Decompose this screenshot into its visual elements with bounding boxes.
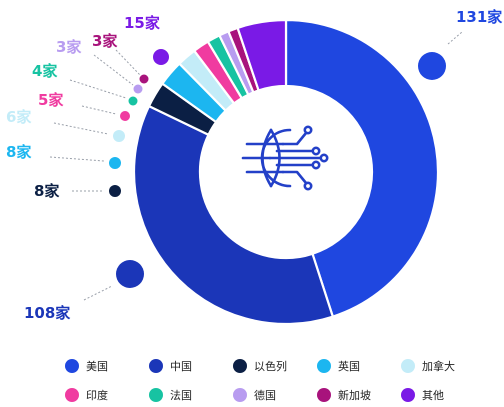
data-label-9: 15家 (124, 14, 160, 32)
data-label-6: 4家 (32, 62, 57, 80)
legend-swatch (149, 359, 163, 373)
legend-item-3: 英国 (317, 359, 360, 373)
legend-item-8: 新加坡 (317, 388, 371, 402)
legend-label: 美国 (86, 360, 108, 373)
legend-label: 加拿大 (422, 359, 455, 373)
legend-swatch (401, 359, 415, 373)
slice-1 (132, 104, 335, 326)
legend-item-6: 法国 (149, 388, 192, 402)
slice-0 (284, 18, 440, 318)
callout-marker (139, 74, 149, 84)
callout-6: 4家 (32, 62, 138, 106)
data-label-7: 3家 (56, 38, 81, 56)
data-label-5: 5家 (38, 91, 63, 109)
callout-leader (49, 156, 105, 162)
callout-0: 131家 (418, 8, 502, 80)
callout-9: 15家 (124, 14, 169, 65)
data-label-4: 6家 (6, 108, 31, 126)
callout-leader (115, 49, 141, 76)
callout-7: 3家 (56, 38, 143, 94)
callout-marker (109, 185, 121, 197)
callout-leader (447, 31, 463, 45)
data-label-3: 8家 (6, 143, 31, 161)
callout-3: 8家 (6, 143, 121, 169)
callout-marker (133, 84, 143, 94)
callout-leader (81, 105, 117, 115)
data-label-1: 108家 (24, 304, 70, 322)
legend-swatch (149, 388, 163, 402)
data-label-0: 131家 (456, 8, 502, 26)
legend-swatch (317, 388, 331, 402)
donut-slices (132, 18, 440, 326)
legend-label: 中国 (170, 360, 192, 373)
callout-marker (153, 49, 169, 65)
legend-item-1: 中国 (149, 359, 192, 373)
callout-leader (69, 79, 127, 99)
data-label-2: 8家 (34, 182, 59, 200)
callout-marker (116, 260, 144, 288)
legend-label: 德国 (254, 388, 276, 402)
legend-swatch (317, 359, 331, 373)
legend-swatch (401, 388, 415, 402)
callout-marker (113, 130, 125, 142)
legend-item-0: 美国 (65, 359, 108, 373)
callout-marker (128, 96, 138, 106)
legend-item-4: 加拿大 (401, 359, 455, 373)
globe-network-icon (241, 125, 329, 191)
callout-1: 108家 (24, 260, 144, 322)
legend-swatch (65, 388, 79, 402)
callout-8: 3家 (92, 32, 149, 84)
legend-label: 法国 (170, 388, 192, 402)
callout-leader (83, 285, 113, 301)
data-label-8: 3家 (92, 32, 117, 50)
legend-swatch (233, 388, 247, 402)
legend-label: 印度 (86, 388, 108, 402)
callout-marker (120, 111, 130, 121)
callout-5: 5家 (38, 91, 130, 121)
legend-label: 以色列 (254, 359, 287, 373)
legend-item-5: 印度 (65, 388, 108, 402)
callout-2: 8家 (34, 182, 121, 200)
legend-item-9: 其他 (401, 388, 444, 402)
legend-label: 新加坡 (338, 388, 371, 402)
legend-label: 其他 (422, 389, 444, 402)
callout-4: 6家 (6, 108, 125, 142)
slice-callouts: 131家 108家 8家 8家 6家 5家 4家 3家 3家 15家 (6, 8, 502, 322)
callout-marker (109, 157, 121, 169)
callout-leader (93, 54, 134, 86)
callout-marker (418, 52, 446, 80)
legend-item-7: 德国 (233, 388, 276, 402)
legend-swatch (65, 359, 79, 373)
callout-leader (53, 122, 109, 135)
legend-label: 英国 (338, 359, 360, 373)
slice-9 (236, 18, 288, 92)
legend-swatch (233, 359, 247, 373)
legend-item-2: 以色列 (233, 359, 287, 373)
